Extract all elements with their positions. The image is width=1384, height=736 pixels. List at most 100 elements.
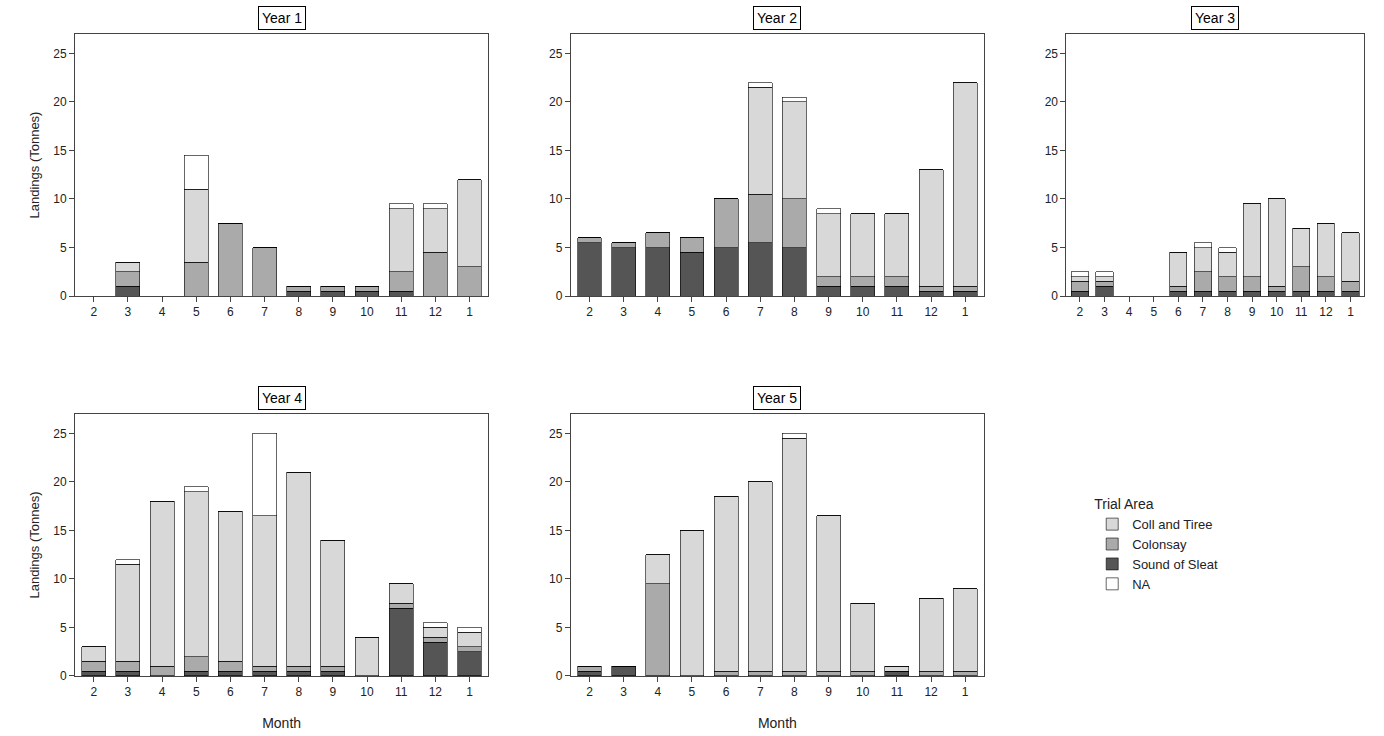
svg-text:Coll and Tiree: Coll and Tiree — [1132, 517, 1212, 532]
svg-text:0: 0 — [1051, 289, 1058, 303]
svg-text:25: 25 — [1045, 47, 1059, 61]
svg-text:20: 20 — [53, 475, 67, 489]
svg-text:15: 15 — [549, 524, 563, 538]
svg-text:10: 10 — [360, 685, 374, 699]
svg-text:Trial Area: Trial Area — [1094, 496, 1154, 512]
svg-text:1: 1 — [1347, 305, 1354, 319]
svg-text:10: 10 — [360, 305, 374, 319]
svg-text:12: 12 — [924, 685, 938, 699]
svg-text:5: 5 — [689, 685, 696, 699]
svg-text:7: 7 — [261, 305, 268, 319]
svg-text:Colonsay: Colonsay — [1132, 537, 1187, 552]
svg-text:4: 4 — [159, 685, 166, 699]
svg-text:4: 4 — [654, 685, 661, 699]
svg-text:Sound of Sleat: Sound of Sleat — [1132, 557, 1218, 572]
svg-text:Year 4: Year 4 — [262, 390, 302, 406]
svg-text:8: 8 — [791, 305, 798, 319]
svg-text:9: 9 — [330, 305, 337, 319]
svg-text:6: 6 — [227, 685, 234, 699]
svg-text:0: 0 — [60, 289, 67, 303]
svg-text:5: 5 — [1150, 305, 1157, 319]
svg-text:9: 9 — [330, 685, 337, 699]
svg-text:10: 10 — [1045, 192, 1059, 206]
svg-text:1: 1 — [962, 685, 969, 699]
svg-text:2: 2 — [586, 685, 593, 699]
svg-text:10: 10 — [549, 572, 563, 586]
svg-text:3: 3 — [620, 685, 627, 699]
svg-text:20: 20 — [1045, 95, 1059, 109]
svg-text:7: 7 — [757, 685, 764, 699]
svg-text:11: 11 — [395, 305, 408, 319]
svg-text:3: 3 — [620, 305, 627, 319]
svg-text:9: 9 — [825, 685, 832, 699]
svg-text:Year 5: Year 5 — [757, 390, 797, 406]
svg-text:12: 12 — [429, 685, 443, 699]
svg-text:8: 8 — [791, 685, 798, 699]
svg-text:25: 25 — [53, 427, 67, 441]
svg-text:6: 6 — [723, 305, 730, 319]
svg-text:20: 20 — [53, 95, 67, 109]
svg-text:7: 7 — [261, 685, 268, 699]
svg-text:11: 11 — [891, 685, 904, 699]
svg-text:9: 9 — [825, 305, 832, 319]
svg-text:8: 8 — [295, 685, 302, 699]
svg-text:Month: Month — [262, 715, 301, 731]
svg-text:12: 12 — [1319, 305, 1333, 319]
svg-text:5: 5 — [193, 305, 200, 319]
svg-text:8: 8 — [1224, 305, 1231, 319]
svg-text:10: 10 — [549, 192, 563, 206]
svg-text:12: 12 — [924, 305, 938, 319]
svg-text:5: 5 — [689, 305, 696, 319]
svg-text:4: 4 — [654, 305, 661, 319]
svg-text:4: 4 — [1126, 305, 1133, 319]
svg-text:11: 11 — [395, 685, 408, 699]
svg-text:0: 0 — [556, 289, 563, 303]
svg-text:10: 10 — [53, 192, 67, 206]
svg-text:6: 6 — [227, 305, 234, 319]
svg-text:2: 2 — [90, 685, 97, 699]
svg-text:1: 1 — [962, 305, 969, 319]
svg-text:6: 6 — [1175, 305, 1182, 319]
svg-text:9: 9 — [1249, 305, 1256, 319]
svg-text:11: 11 — [1295, 305, 1308, 319]
svg-text:Month: Month — [758, 715, 797, 731]
svg-text:11: 11 — [891, 305, 904, 319]
svg-text:3: 3 — [1101, 305, 1108, 319]
svg-text:Year 2: Year 2 — [757, 10, 797, 26]
svg-text:5: 5 — [1051, 241, 1058, 255]
svg-text:2: 2 — [586, 305, 593, 319]
svg-text:20: 20 — [549, 95, 563, 109]
svg-text:5: 5 — [60, 241, 67, 255]
svg-text:Year 1: Year 1 — [262, 10, 302, 26]
svg-text:Landings (Tonnes): Landings (Tonnes) — [27, 491, 42, 598]
svg-text:10: 10 — [1270, 305, 1284, 319]
svg-text:15: 15 — [1045, 144, 1059, 158]
svg-text:0: 0 — [556, 669, 563, 683]
svg-text:15: 15 — [53, 524, 67, 538]
svg-text:5: 5 — [60, 621, 67, 635]
svg-text:4: 4 — [159, 305, 166, 319]
svg-text:20: 20 — [549, 475, 563, 489]
svg-text:0: 0 — [60, 669, 67, 683]
svg-text:2: 2 — [90, 305, 97, 319]
svg-text:5: 5 — [556, 621, 563, 635]
svg-text:Year 3: Year 3 — [1195, 10, 1235, 26]
svg-text:12: 12 — [429, 305, 443, 319]
svg-text:25: 25 — [53, 47, 67, 61]
svg-text:5: 5 — [556, 241, 563, 255]
svg-text:2: 2 — [1077, 305, 1084, 319]
svg-text:10: 10 — [856, 305, 870, 319]
svg-text:1: 1 — [466, 685, 473, 699]
svg-text:NA: NA — [1132, 577, 1150, 592]
svg-text:Landings (Tonnes): Landings (Tonnes) — [27, 112, 42, 219]
svg-text:5: 5 — [193, 685, 200, 699]
svg-text:3: 3 — [125, 305, 132, 319]
svg-text:8: 8 — [295, 305, 302, 319]
svg-text:7: 7 — [1200, 305, 1207, 319]
svg-text:7: 7 — [757, 305, 764, 319]
svg-text:15: 15 — [53, 144, 67, 158]
svg-text:10: 10 — [53, 572, 67, 586]
svg-text:10: 10 — [856, 685, 870, 699]
svg-text:1: 1 — [466, 305, 473, 319]
svg-text:15: 15 — [549, 144, 563, 158]
